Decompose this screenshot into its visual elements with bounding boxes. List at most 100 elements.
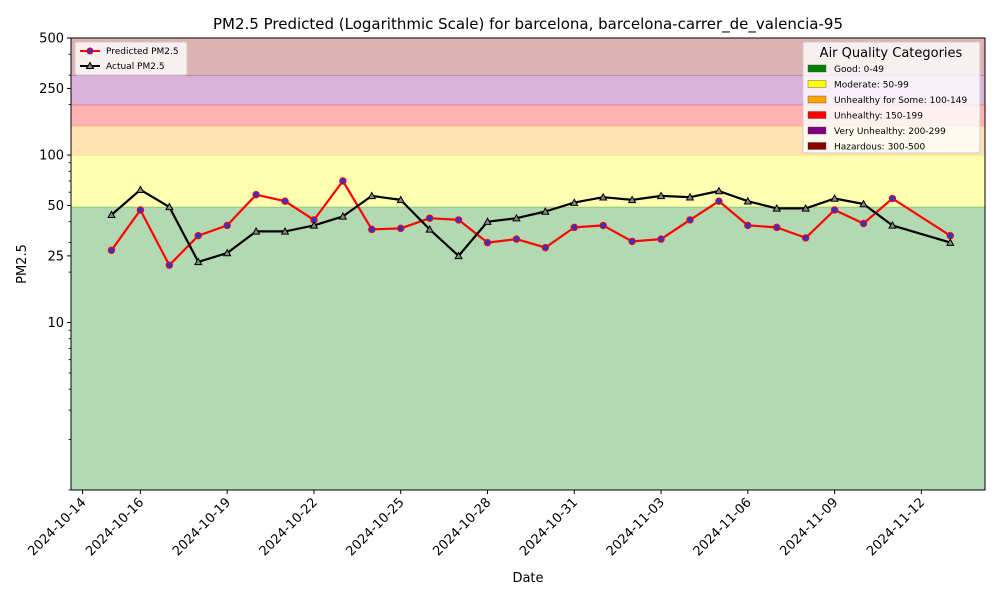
aq-legend-label-5: Hazardous: 300-500 bbox=[834, 143, 925, 153]
aq-legend-title: Air Quality Categories bbox=[820, 46, 963, 61]
actual-point-26 bbox=[859, 199, 868, 208]
actual-point-18 bbox=[627, 195, 637, 204]
y-tick-label-50: 50 bbox=[47, 199, 64, 214]
aq-legend-swatch-5 bbox=[807, 142, 827, 150]
actual-point-9 bbox=[367, 191, 377, 200]
aq-legend-swatch-0 bbox=[807, 64, 827, 73]
actual-point-1 bbox=[136, 185, 145, 194]
predicted-point-3 bbox=[194, 231, 202, 240]
actual-point-2 bbox=[165, 202, 174, 211]
predicted-point-2 bbox=[165, 261, 174, 269]
x-tick-label-4: 2024-10-25 bbox=[344, 495, 408, 559]
predicted-point-23 bbox=[773, 223, 781, 232]
y-tick-label-10: 10 bbox=[47, 316, 64, 331]
x-tick-label-3: 2024-10-22 bbox=[257, 495, 321, 559]
actual-point-5 bbox=[251, 226, 261, 235]
y-axis: 10 25 50 100 250 500 bbox=[39, 32, 71, 491]
aq-legend-swatch-1 bbox=[807, 80, 827, 88]
predicted-point-22 bbox=[744, 221, 752, 230]
aq-legend-swatch-2 bbox=[807, 95, 827, 104]
x-tick-label-5: 2024-10-28 bbox=[430, 495, 494, 559]
aq-legend-label-1: Moderate: 50-99 bbox=[834, 81, 909, 91]
actual-point-6 bbox=[280, 226, 290, 235]
plot-area bbox=[107, 177, 955, 269]
predicted-point-6 bbox=[281, 197, 289, 205]
actual-point-16 bbox=[570, 198, 579, 206]
y-tick-label-100: 100 bbox=[39, 149, 64, 164]
plot-frame bbox=[70, 37, 986, 491]
x-tick-label-10: 2024-11-12 bbox=[864, 495, 928, 559]
actual-point-7 bbox=[309, 221, 319, 229]
predicted-point-9 bbox=[368, 225, 376, 234]
aq-legend-swatch-3 bbox=[807, 111, 827, 119]
actual-point-20 bbox=[685, 192, 695, 201]
actual-point-15 bbox=[541, 207, 550, 215]
actual-point-27 bbox=[888, 221, 897, 229]
actual-point-24 bbox=[801, 204, 810, 212]
predicted-point-18 bbox=[628, 237, 636, 246]
series-legend-box bbox=[74, 41, 188, 76]
predicted-point-19 bbox=[657, 235, 665, 243]
predicted-point-14 bbox=[512, 235, 521, 243]
actual-point-21 bbox=[714, 186, 724, 195]
x-tick-label-7: 2024-11-03 bbox=[604, 495, 668, 559]
aq-legend-label-4: Very Unhealthy: 200-299 bbox=[834, 127, 946, 137]
actual-point-10 bbox=[396, 195, 405, 204]
legend-label-actual: Actual PM2.5 bbox=[106, 62, 165, 72]
actual-point-19 bbox=[656, 191, 666, 200]
predicted-point-15 bbox=[541, 243, 550, 252]
aq-band-0 bbox=[71, 206, 985, 490]
predicted-point-25 bbox=[830, 206, 839, 214]
actual-point-12 bbox=[454, 251, 463, 260]
predicted-point-26 bbox=[859, 219, 868, 228]
y-tick-label-250: 250 bbox=[39, 82, 64, 97]
predicted-point-12 bbox=[454, 216, 463, 224]
actual-point-0 bbox=[107, 210, 116, 218]
x-tick-label-0: 2024-10-14 bbox=[25, 495, 89, 559]
predicted-point-27 bbox=[888, 194, 897, 203]
predicted-point-16 bbox=[570, 223, 578, 232]
series-legend: Predicted PM2.5 Actual PM2.5 bbox=[74, 41, 188, 76]
predicted-point-1 bbox=[136, 206, 145, 214]
y-tick-label-500: 500 bbox=[39, 32, 64, 47]
predicted-point-8 bbox=[339, 177, 347, 185]
actual-point-8 bbox=[338, 212, 348, 220]
legend-marker-predicted bbox=[86, 47, 94, 55]
x-tick-label-2: 2024-10-19 bbox=[170, 495, 234, 559]
predicted-point-20 bbox=[686, 216, 694, 224]
x-axis-label: Date bbox=[512, 571, 543, 586]
actual-point-22 bbox=[743, 196, 753, 205]
aq-legend-box bbox=[802, 41, 981, 154]
predicted-point-21 bbox=[715, 197, 723, 205]
predicted-point-4 bbox=[223, 221, 231, 230]
predicted-point-13 bbox=[483, 238, 492, 247]
aq-legend-label-2: Unhealthy for Some: 100-149 bbox=[834, 96, 967, 106]
actual-point-4 bbox=[222, 248, 232, 257]
predicted-point-0 bbox=[107, 246, 116, 254]
aq-band-3 bbox=[71, 105, 985, 127]
aq-legend-swatch-4 bbox=[807, 126, 827, 135]
legend-marker-actual bbox=[85, 61, 95, 69]
aq-legend-label-0: Good: 0-49 bbox=[834, 65, 884, 75]
predicted-point-5 bbox=[252, 190, 260, 199]
predicted-point-10 bbox=[397, 224, 405, 233]
legend-label-predicted: Predicted PM2.5 bbox=[106, 47, 179, 57]
predicted-point-28 bbox=[946, 231, 954, 240]
predicted-point-24 bbox=[801, 234, 810, 242]
predicted-point-11 bbox=[425, 214, 434, 222]
actual-point-14 bbox=[512, 213, 521, 222]
actual-point-25 bbox=[830, 194, 839, 202]
actual-point-11 bbox=[425, 224, 434, 233]
actual-point-28 bbox=[946, 238, 955, 246]
y-axis-label: PM2.5 bbox=[15, 244, 30, 284]
y-tick-label-25: 25 bbox=[47, 249, 64, 264]
x-tick-label-6: 2024-10-31 bbox=[517, 495, 581, 559]
actual-point-3 bbox=[194, 257, 203, 266]
x-tick-label-9: 2024-11-09 bbox=[777, 495, 841, 559]
x-tick-label-1: 2024-10-16 bbox=[83, 495, 147, 559]
actual-point-23 bbox=[772, 204, 781, 212]
chart-title: PM2.5 Predicted (Logarithmic Scale) for … bbox=[213, 15, 843, 34]
aq-categories-legend: Air Quality Categories Good: 0-49 Moderat… bbox=[802, 41, 981, 154]
